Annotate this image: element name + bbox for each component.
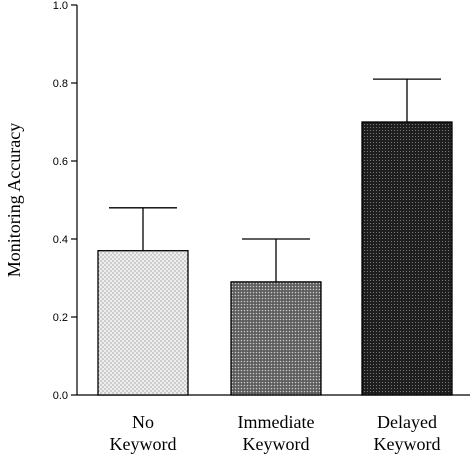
- category-label: Keyword: [374, 434, 441, 454]
- category-label: Immediate: [238, 412, 315, 432]
- category-label: Keyword: [110, 434, 177, 454]
- bar: [361, 121, 453, 396]
- y-tick-label: 0.0: [53, 390, 68, 402]
- y-tick-label: 0.2: [53, 312, 68, 324]
- bar: [97, 250, 189, 396]
- y-tick-label: 0.4: [53, 234, 68, 246]
- bar: [230, 281, 322, 396]
- y-tick-label: 0.8: [53, 78, 68, 90]
- y-tick-label: 0.6: [53, 156, 68, 168]
- category-label: Keyword: [243, 434, 310, 454]
- category-label: Delayed: [377, 412, 437, 432]
- y-axis-title: Monitoring Accuracy: [4, 123, 24, 277]
- y-tick-label: 1.0: [53, 0, 68, 12]
- category-label: No: [132, 412, 154, 432]
